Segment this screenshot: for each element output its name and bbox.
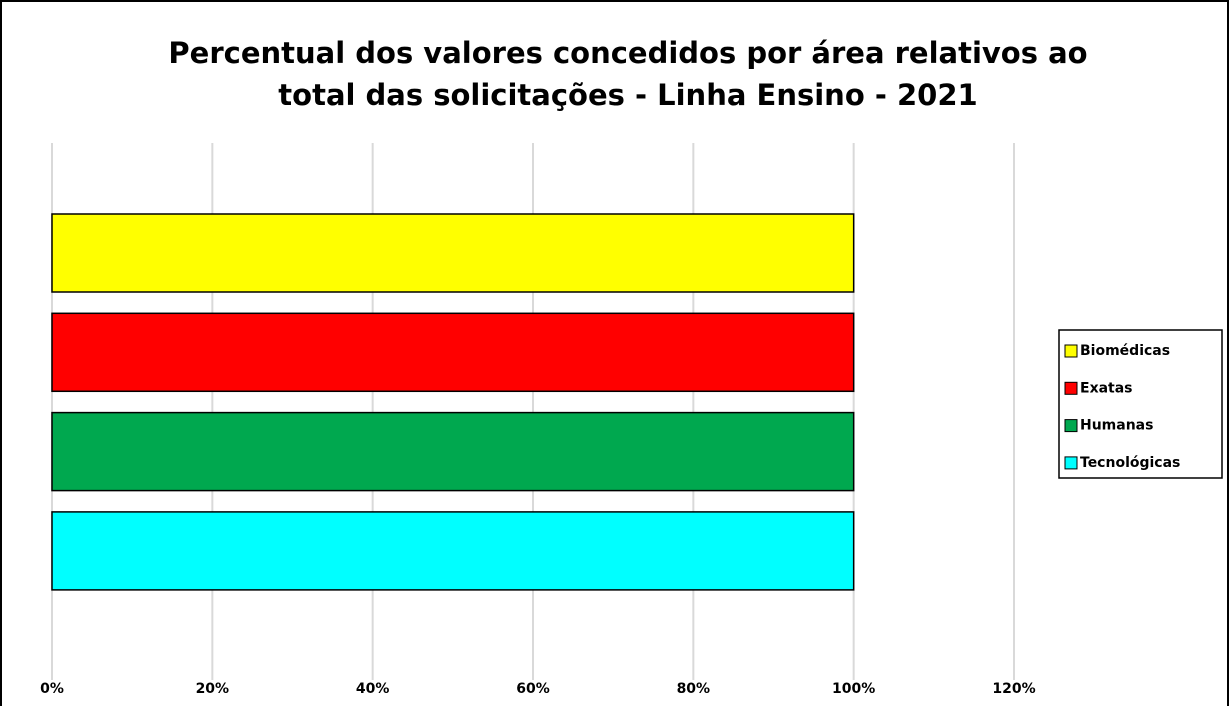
legend-label: Exatas bbox=[1080, 380, 1133, 396]
bar bbox=[51, 312, 855, 393]
legend-swatch bbox=[1064, 456, 1078, 470]
bar bbox=[51, 213, 855, 293]
bar bbox=[51, 511, 855, 591]
x-tick-label: 120% bbox=[992, 681, 1035, 697]
legend-swatch bbox=[1064, 381, 1078, 395]
x-tick-label: 0% bbox=[40, 681, 64, 697]
x-tick-label: 100% bbox=[832, 681, 875, 697]
chart-title: total das solicitações - Linha Ensino - … bbox=[278, 78, 977, 112]
legend-box bbox=[1058, 329, 1223, 479]
bar bbox=[51, 411, 855, 492]
legend-label: Humanas bbox=[1080, 418, 1153, 434]
x-tick-label: 20% bbox=[196, 681, 230, 697]
x-tick-label: 80% bbox=[677, 681, 711, 697]
x-tick-label: 60% bbox=[516, 681, 550, 697]
x-tick-label: 40% bbox=[356, 681, 390, 697]
legend-label: Tecnológicas bbox=[1080, 455, 1180, 471]
legend-swatch bbox=[1064, 419, 1078, 433]
legend-swatch bbox=[1064, 344, 1078, 358]
chart-title: Percentual dos valores concedidos por ár… bbox=[168, 36, 1087, 70]
legend-label: Biomédicas bbox=[1080, 343, 1170, 359]
